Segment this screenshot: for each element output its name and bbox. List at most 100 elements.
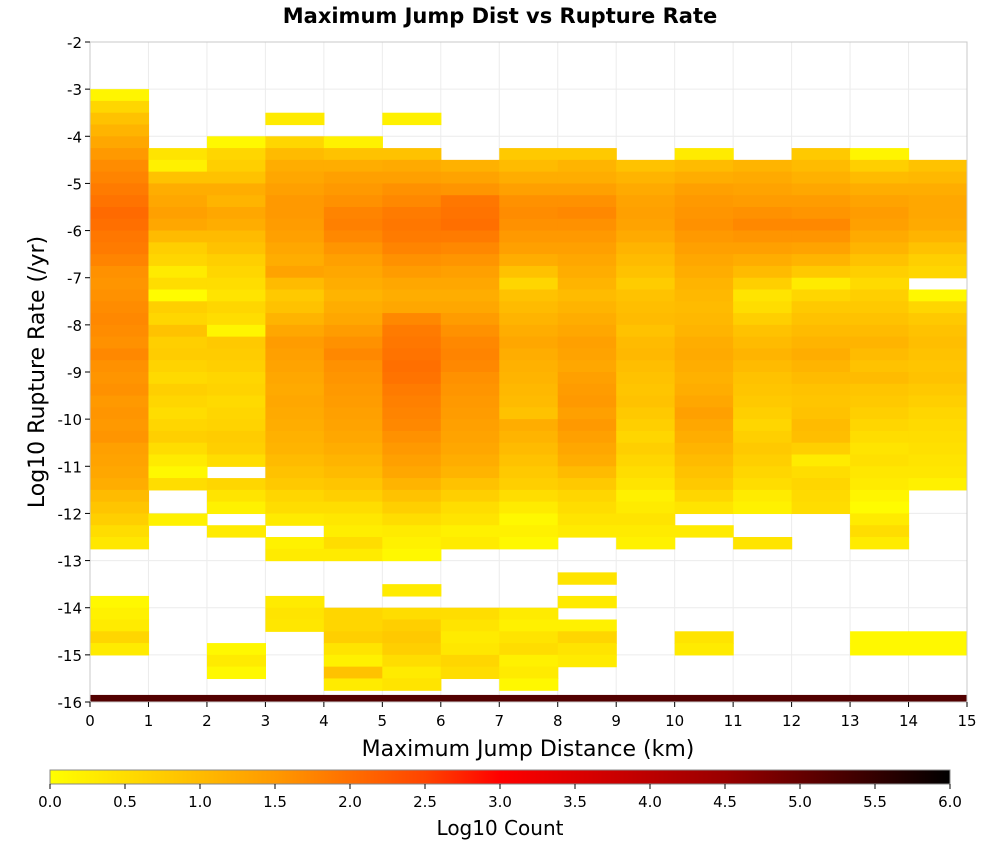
heatmap-cell: [206, 348, 266, 361]
heatmap-cell: [499, 230, 559, 243]
heatmap-cell: [90, 195, 150, 208]
heatmap-cell: [733, 301, 793, 314]
heatmap-cell: [440, 466, 500, 479]
heatmap-cell: [148, 442, 208, 456]
heatmap-cell: [557, 525, 617, 538]
heatmap-cell: [499, 513, 559, 526]
heatmap-cell: [791, 336, 851, 350]
heatmap-cell: [908, 454, 967, 467]
heatmap-cell: [265, 148, 325, 161]
y-tick-label: -13: [58, 553, 83, 571]
heatmap-cell: [90, 442, 150, 456]
heatmap-cell: [557, 513, 617, 526]
heatmap-cell: [557, 171, 617, 185]
heatmap-cell: [616, 171, 676, 185]
heatmap-cell: [440, 442, 500, 456]
heatmap-cell: [265, 478, 325, 491]
heatmap-cell: [850, 372, 910, 385]
heatmap-cell: [265, 171, 325, 185]
heatmap-cell: [791, 218, 851, 232]
heatmap-cell: [440, 336, 500, 350]
heatmap-cell: [148, 395, 208, 408]
heatmap-cell: [908, 230, 967, 243]
heatmap-cell: [908, 289, 967, 302]
y-tick-label: -11: [58, 458, 83, 476]
heatmap-cell: [557, 372, 617, 385]
x-tick-label: 2: [202, 712, 212, 730]
heatmap-cell: [557, 442, 617, 456]
heatmap-cell: [616, 395, 676, 408]
heatmap-cell: [674, 313, 734, 326]
heatmap-cell: [850, 419, 910, 432]
heatmap-cell: [850, 442, 910, 456]
heatmap-cell: [90, 478, 150, 491]
heatmap-cell: [499, 183, 559, 196]
heatmap-cell: [850, 313, 910, 326]
heatmap-cell: [440, 607, 500, 621]
heatmap-cell: [557, 159, 617, 173]
heatmap-cell: [674, 242, 734, 255]
heatmap-cell: [265, 442, 325, 456]
heatmap-cell: [557, 348, 617, 361]
x-tick-label: 5: [378, 712, 388, 730]
heatmap-cell: [323, 265, 383, 279]
heatmap-cell: [499, 289, 559, 302]
heatmap-cell: [733, 348, 793, 361]
heatmap-cell: [850, 454, 910, 467]
heatmap-cell: [148, 289, 208, 302]
heatmap-cell: [850, 195, 910, 208]
heatmap-cell: [499, 619, 559, 632]
heatmap-cell: [499, 430, 559, 444]
y-tick-label: -14: [58, 600, 83, 618]
heatmap-cell: [616, 360, 676, 373]
heatmap-cell: [616, 159, 676, 173]
heatmap-cell: [206, 265, 266, 279]
heatmap-cell: [148, 419, 208, 432]
heatmap-cell: [674, 372, 734, 385]
heatmap-cell: [499, 348, 559, 361]
heatmap-cell: [440, 254, 500, 267]
heatmap-cell: [557, 324, 617, 338]
heatmap-cell: [557, 466, 617, 479]
heatmap-cell: [499, 159, 559, 173]
heatmap-cell: [616, 478, 676, 491]
heatmap-cell: [382, 277, 442, 291]
heatmap-cell: [206, 395, 266, 408]
heatmap-cell: [206, 666, 266, 680]
heatmap-cell: [499, 218, 559, 232]
heatmap-cell: [674, 207, 734, 220]
heatmap-cell: [148, 324, 208, 338]
colorbar-tick-label: 2.5: [413, 793, 437, 811]
heatmap-cell: [791, 207, 851, 220]
heatmap-cell: [908, 442, 967, 456]
heatmap-cell: [206, 654, 266, 668]
heatmap-cell: [90, 395, 150, 408]
heatmap-cell: [674, 324, 734, 338]
heatmap-cell: [850, 360, 910, 373]
heatmap-cell: [733, 501, 793, 515]
heatmap-cell: [90, 136, 150, 149]
heatmap-cell: [616, 277, 676, 291]
heatmap-cell: [206, 313, 266, 326]
heatmap-cell: [733, 407, 793, 420]
heatmap-cell: [382, 537, 442, 550]
heatmap-cell: [382, 324, 442, 338]
heatmap-cell: [674, 631, 734, 644]
heatmap-cell: [265, 466, 325, 479]
heatmap-cell: [206, 383, 266, 397]
heatmap-cell: [674, 171, 734, 185]
heatmap-cell: [265, 289, 325, 302]
heatmap-cell: [382, 254, 442, 267]
heatmap-cell: [440, 207, 500, 220]
heatmap-cell: [557, 501, 617, 515]
heatmap-cell: [557, 242, 617, 255]
heatmap-cell: [499, 171, 559, 185]
heatmap-cell: [733, 360, 793, 373]
heatmap-cell: [499, 242, 559, 255]
heatmap-cell: [674, 478, 734, 491]
heatmap-cell: [90, 466, 150, 479]
heatmap-cell: [265, 501, 325, 515]
heatmap-cell: [323, 419, 383, 432]
heatmap-cell: [733, 171, 793, 185]
heatmap-cell: [850, 265, 910, 279]
